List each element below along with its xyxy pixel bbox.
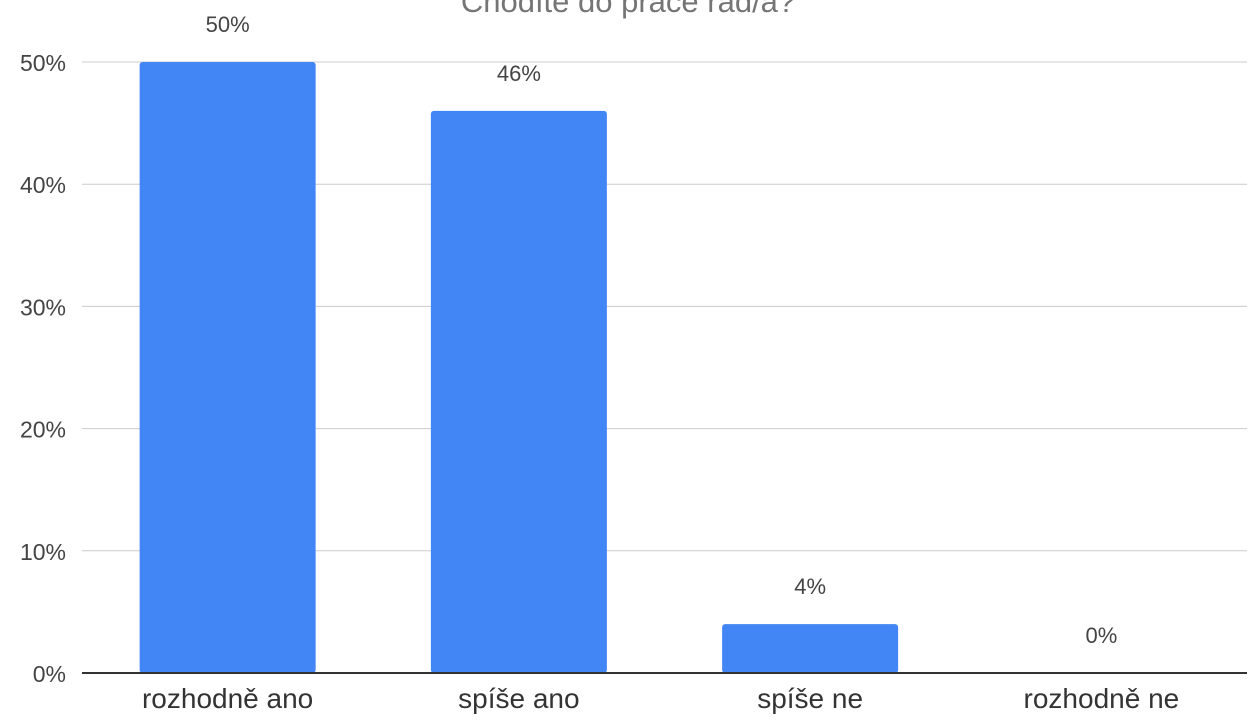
- x-tick-label: rozhodně ano: [142, 683, 313, 714]
- y-tick-label: 20%: [20, 417, 66, 443]
- labels: 0% 10% 20% 30% 40% 50% 50% rozhodně ano 46% spíše…: [20, 12, 1179, 714]
- bars: [139, 62, 899, 673]
- bar: [139, 62, 316, 673]
- data-label: 4%: [794, 574, 826, 599]
- x-tick-label: spíše ne: [757, 683, 863, 714]
- bar: [722, 624, 899, 673]
- y-tick-label: 50%: [20, 50, 66, 76]
- y-tick-label: 40%: [20, 172, 66, 198]
- bar: [430, 110, 607, 673]
- data-label: 50%: [206, 12, 250, 37]
- data-label: 0%: [1085, 623, 1117, 648]
- y-tick-label: 0%: [33, 661, 66, 687]
- y-tick-label: 10%: [20, 539, 66, 565]
- x-tick-label: rozhodně ne: [1024, 683, 1180, 714]
- chart-title: Chodíte do práce rád/a?: [461, 0, 795, 19]
- data-label: 46%: [497, 61, 541, 86]
- y-tick-label: 30%: [20, 294, 66, 320]
- x-tick-label: spíše ano: [458, 683, 579, 714]
